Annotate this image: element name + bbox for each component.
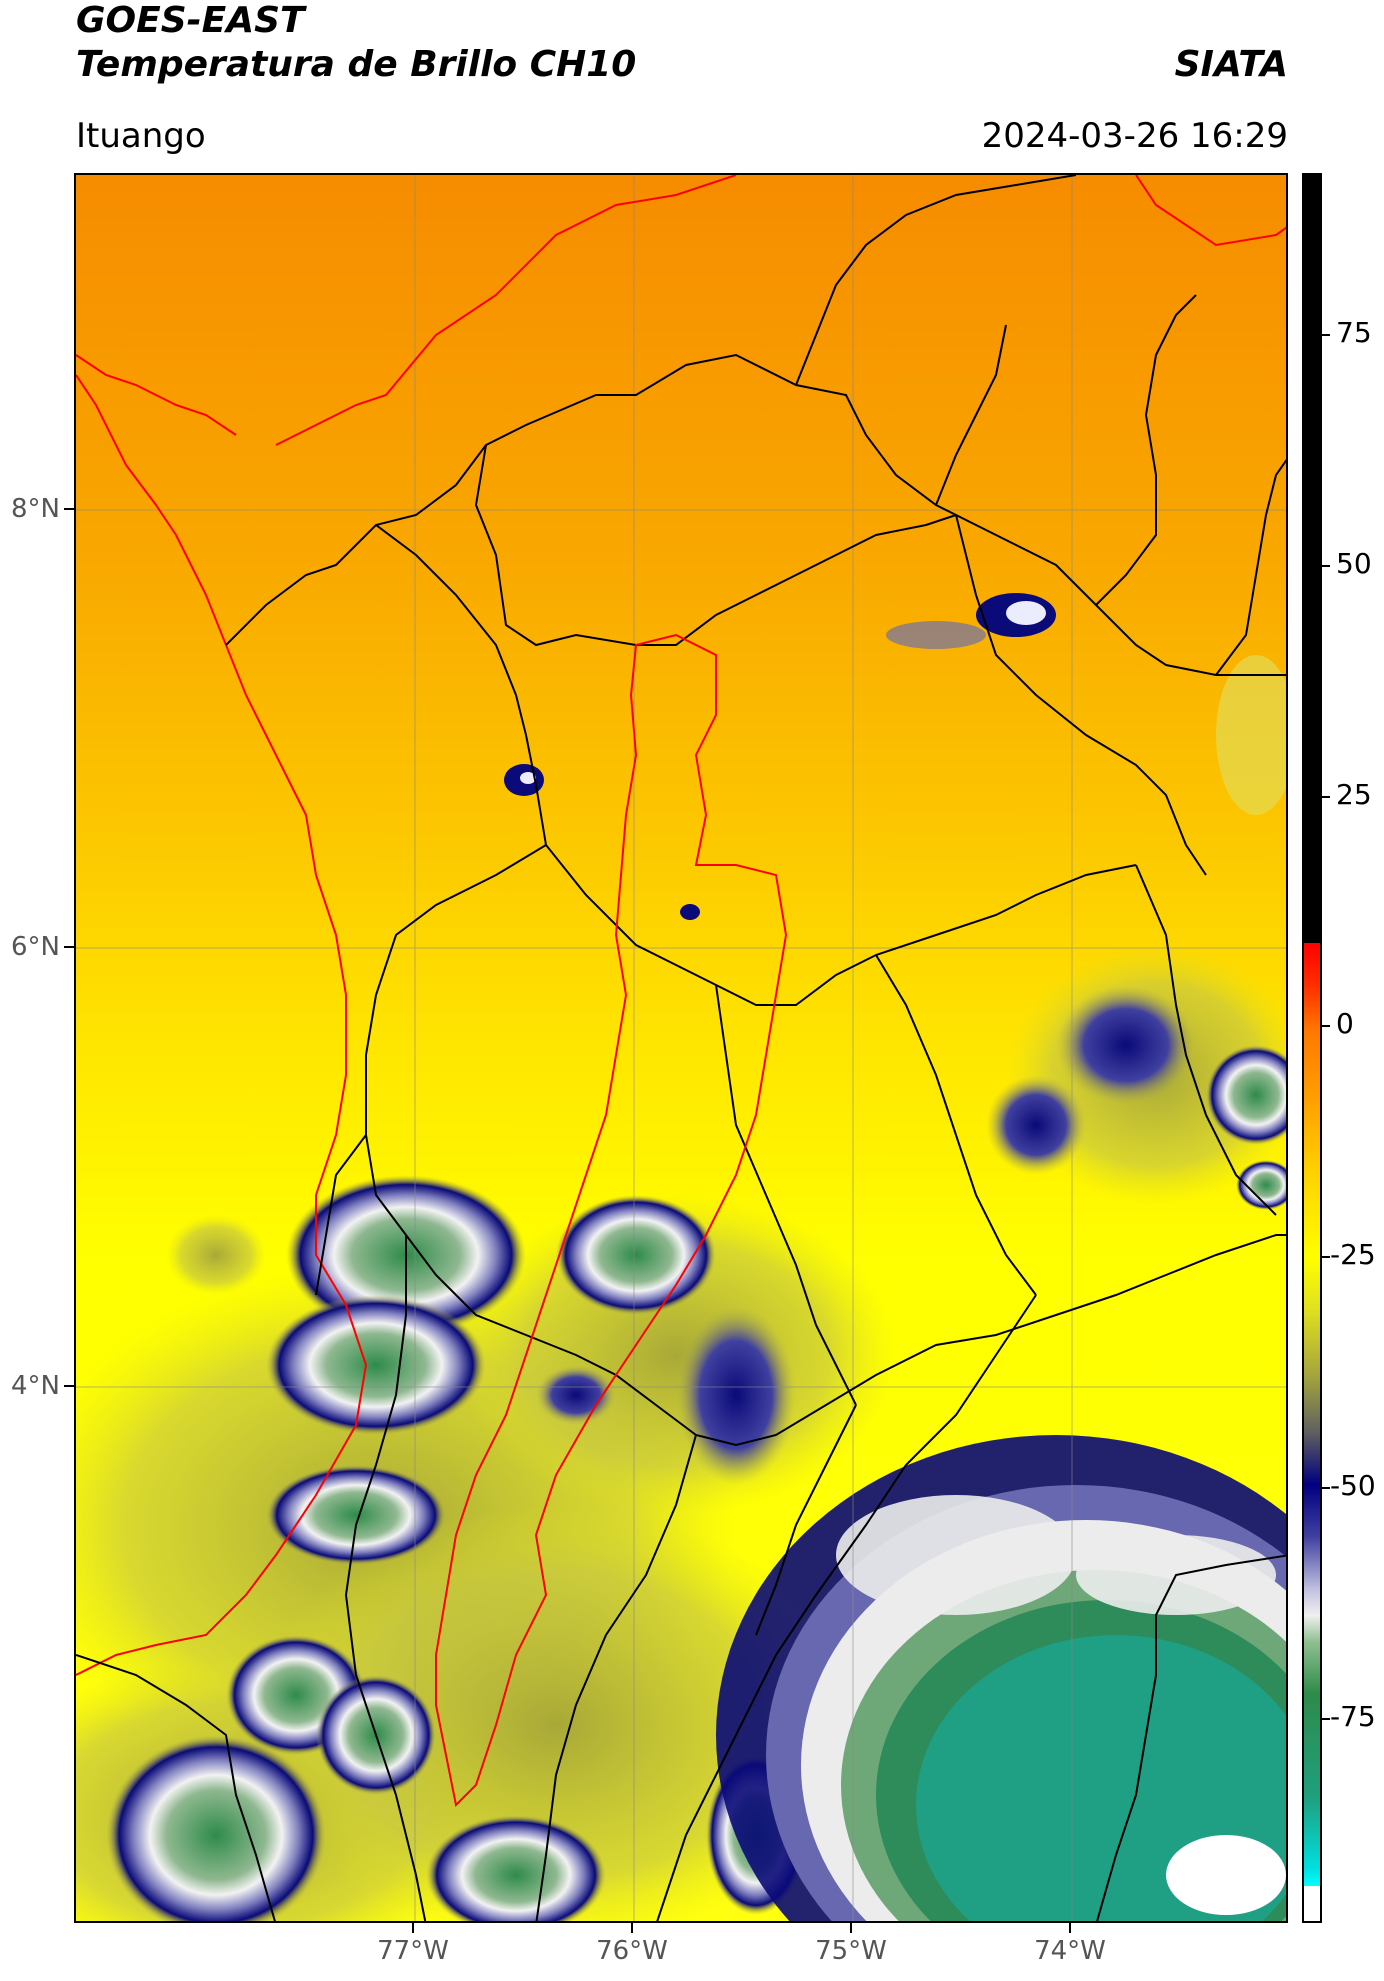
lon-label-76w: 76°W	[596, 1936, 668, 1966]
cbar-tick	[1322, 565, 1330, 567]
cbar-label-25: 25	[1336, 778, 1372, 811]
cbar-label-75: 75	[1336, 316, 1372, 349]
study-basin-outline	[435, 633, 788, 1808]
cbar-tick	[1322, 1487, 1330, 1489]
coastline	[76, 175, 1286, 1676]
title-line-2: Temperatura de Brillo CH10	[76, 44, 637, 85]
cbar-label-neg75: -75	[1330, 1700, 1376, 1733]
cbar-label-50: 50	[1336, 547, 1372, 580]
lat-tick	[64, 946, 74, 948]
brand-label: SIATA	[1174, 44, 1288, 85]
admin-borders	[76, 175, 1286, 1921]
storm-region-southwest	[76, 1175, 896, 1921]
cbar-tick	[1322, 334, 1330, 336]
cbar-tick	[1322, 1025, 1330, 1027]
title-line-1: GOES-EAST	[76, 0, 305, 41]
lat-label-4n: 4°N	[11, 1371, 60, 1401]
lon-label-74w: 74°W	[1034, 1936, 1106, 1966]
lon-label-75w: 75°W	[815, 1936, 887, 1966]
cbar-tick	[1322, 1256, 1330, 1258]
storm-cells-north	[504, 593, 1286, 920]
map-panel	[74, 173, 1288, 1923]
colorbar	[1302, 173, 1322, 1923]
cbar-label-neg50: -50	[1330, 1469, 1376, 1502]
cbar-tick	[1322, 1718, 1330, 1720]
lon-tick	[1069, 1923, 1071, 1933]
cbar-tick	[1322, 796, 1330, 798]
lon-tick	[412, 1923, 414, 1933]
location-label: Ituango	[76, 116, 206, 156]
cbar-label-0: 0	[1336, 1007, 1354, 1040]
lon-label-77w: 77°W	[377, 1936, 449, 1966]
lat-tick	[64, 1385, 74, 1387]
lat-tick	[64, 508, 74, 510]
datetime-label: 2024-03-26 16:29	[981, 116, 1288, 156]
gridlines	[76, 175, 1286, 1921]
lat-label-8n: 8°N	[11, 494, 60, 524]
cbar-label-neg25: -25	[1330, 1238, 1376, 1271]
map-canvas	[76, 175, 1286, 1921]
storm-region-southeast	[716, 1435, 1286, 1921]
lat-label-6n: 6°N	[11, 932, 60, 962]
lon-tick	[850, 1923, 852, 1933]
lon-tick	[631, 1923, 633, 1933]
storm-region-east	[986, 945, 1286, 1210]
